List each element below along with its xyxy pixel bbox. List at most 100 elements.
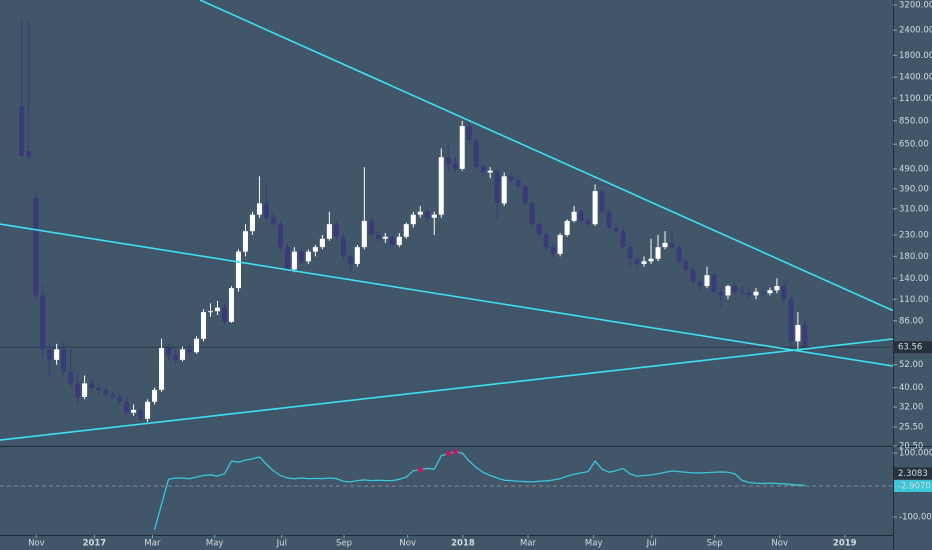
last-price-box <box>894 341 932 354</box>
y-tick-label: 86.00 <box>899 316 923 326</box>
candle-body <box>753 291 759 296</box>
x-tick-label: 2018 <box>451 539 475 549</box>
ind-value-box <box>894 467 932 480</box>
candle-body <box>145 401 151 419</box>
y-tick-label: 20.50 <box>899 442 923 452</box>
candle-body <box>305 251 311 262</box>
candle-body <box>298 251 304 262</box>
candle-body <box>557 234 563 254</box>
candle-body <box>641 261 647 264</box>
candle-body <box>284 247 290 270</box>
candle-body <box>173 355 179 360</box>
candle-body <box>718 291 724 296</box>
candle-body <box>291 251 297 270</box>
candle-body <box>333 224 339 237</box>
y-tick-label: 650.00 <box>899 140 929 150</box>
trend-line <box>0 223 893 367</box>
candle-body <box>256 203 262 215</box>
candle-body <box>326 224 332 239</box>
candle-body <box>103 389 109 395</box>
candle-body <box>466 126 472 141</box>
x-tick-label: Nov <box>771 539 788 549</box>
candle-body <box>711 275 717 292</box>
candle-body <box>704 275 710 287</box>
candle-body <box>599 191 605 212</box>
candle-body <box>655 247 661 259</box>
candle-body <box>417 211 423 215</box>
candle-body <box>19 106 25 156</box>
candle-body <box>452 163 458 169</box>
candle-body <box>648 258 654 262</box>
candle-body <box>529 203 535 225</box>
candle-body <box>368 220 374 235</box>
candle-body <box>96 387 102 390</box>
candle-body <box>501 176 507 204</box>
trend-line <box>0 338 893 441</box>
trend-line <box>199 0 893 312</box>
candle-body <box>214 307 220 312</box>
candle-body <box>802 324 808 347</box>
candle-body <box>543 234 549 248</box>
candle-body <box>606 211 612 228</box>
candle-body <box>459 126 465 169</box>
candle-body <box>389 236 395 245</box>
candle-body <box>26 151 32 158</box>
candle-body <box>47 349 53 360</box>
ind-y-tick-label: 100.0000 <box>899 449 932 459</box>
candle-body <box>40 295 46 350</box>
candle-body <box>207 311 214 313</box>
candle-body <box>725 286 731 296</box>
candle-body <box>795 324 801 342</box>
candle-body <box>117 396 123 402</box>
candle-body <box>550 247 556 254</box>
candle-body <box>662 242 668 248</box>
candle-body <box>788 299 794 342</box>
x-tick-label: 2019 <box>833 539 857 549</box>
y-tick-label: 40.00 <box>899 383 923 393</box>
candle-body <box>620 231 626 248</box>
candle-body <box>445 157 451 164</box>
candle-body <box>760 291 766 294</box>
candle-body <box>480 167 486 173</box>
candle-body <box>354 247 360 264</box>
candle-body <box>61 349 67 372</box>
x-tick-label: Sep <box>707 539 723 549</box>
x-tick-label: Jul <box>646 539 657 549</box>
ind-value-label: 2.3083 <box>898 469 928 479</box>
x-tick-label: Nov <box>28 539 45 549</box>
y-tick-label: 1800.00 <box>899 51 932 61</box>
candle-body <box>82 383 88 397</box>
candle-body <box>242 231 248 252</box>
y-tick-label: 32.00 <box>899 403 923 413</box>
candle-body <box>403 224 409 237</box>
x-tick-label: 2017 <box>83 539 107 549</box>
y-tick-label: 850.00 <box>899 116 929 126</box>
y-tick-label: 490.00 <box>899 164 929 174</box>
candle-body <box>613 227 619 232</box>
candle-body <box>767 290 773 294</box>
candle-body <box>124 401 130 413</box>
y-tick-label: 310.00 <box>899 204 929 214</box>
candle-body <box>739 291 745 294</box>
candle-body <box>270 217 276 225</box>
candle-body <box>781 286 787 300</box>
candle-body <box>131 409 137 413</box>
y-tick-label: 1400.00 <box>899 73 932 83</box>
signal-dot <box>452 449 458 455</box>
candle-body <box>186 349 193 353</box>
candle-body <box>375 234 381 239</box>
indicator-pane <box>0 449 893 531</box>
y-tick-label: 25.50 <box>899 422 923 432</box>
candle-body <box>634 258 640 264</box>
candle-body <box>200 312 207 339</box>
y-tick-label: 52.00 <box>899 360 923 370</box>
y-tick-label: 390.00 <box>899 184 929 194</box>
y-tick-label: 180.00 <box>899 252 929 262</box>
candle-body <box>669 242 675 248</box>
candle-body <box>179 349 186 360</box>
ind-y-tick-label: -100.0000 <box>899 513 932 523</box>
axes: 3200.00 2400.00 1800.00 1400.00 1100.00 850.0… <box>28 1 932 549</box>
x-tick-label: Sep <box>336 539 352 549</box>
ind-value-box <box>894 480 932 493</box>
